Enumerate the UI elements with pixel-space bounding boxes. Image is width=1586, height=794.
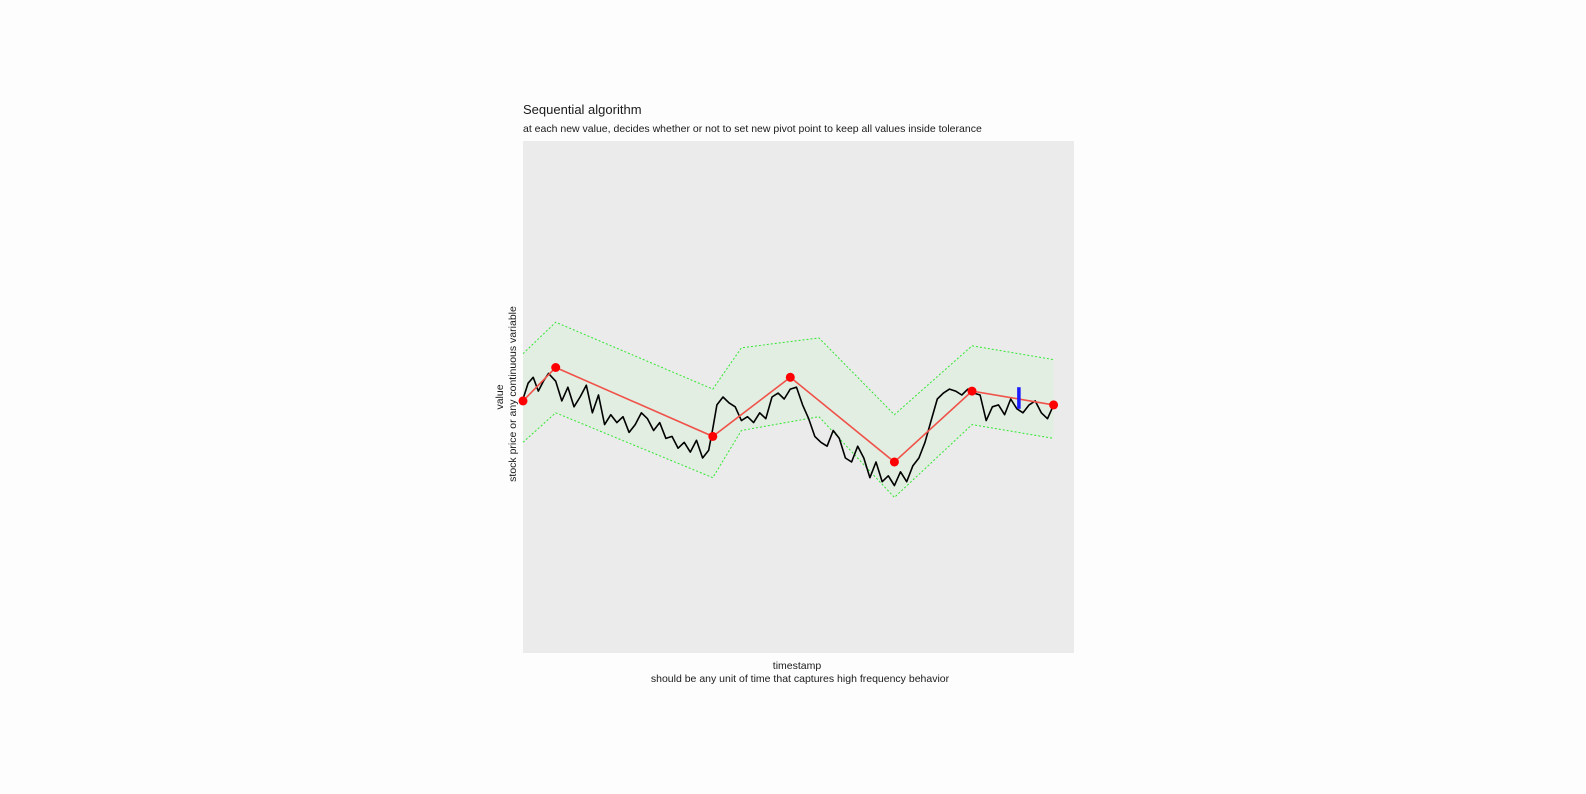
pivot-point bbox=[708, 431, 718, 441]
pivot-line bbox=[518, 363, 1059, 467]
y-axis-title: value bbox=[494, 384, 506, 409]
pivot-point bbox=[889, 457, 899, 467]
pivot-point bbox=[518, 396, 528, 406]
value-series bbox=[522, 372, 1055, 487]
pivot-point bbox=[1049, 400, 1059, 410]
chart-title: Sequential algorithm bbox=[523, 102, 642, 117]
tolerance-lower-line bbox=[522, 412, 1054, 499]
value-series-line bbox=[522, 372, 1055, 487]
pivot-point bbox=[785, 372, 795, 382]
y-axis-note: stock price or any continuous variable bbox=[507, 306, 519, 482]
chart-subtitle: at each new value, decides whether or no… bbox=[523, 123, 982, 135]
pivot-point bbox=[551, 363, 561, 372]
pivot-point bbox=[967, 386, 977, 396]
tolerance-upper-line bbox=[522, 321, 1054, 416]
x-axis-note: should be any unit of time that captures… bbox=[651, 673, 950, 685]
x-axis-title: timestamp bbox=[773, 660, 822, 672]
